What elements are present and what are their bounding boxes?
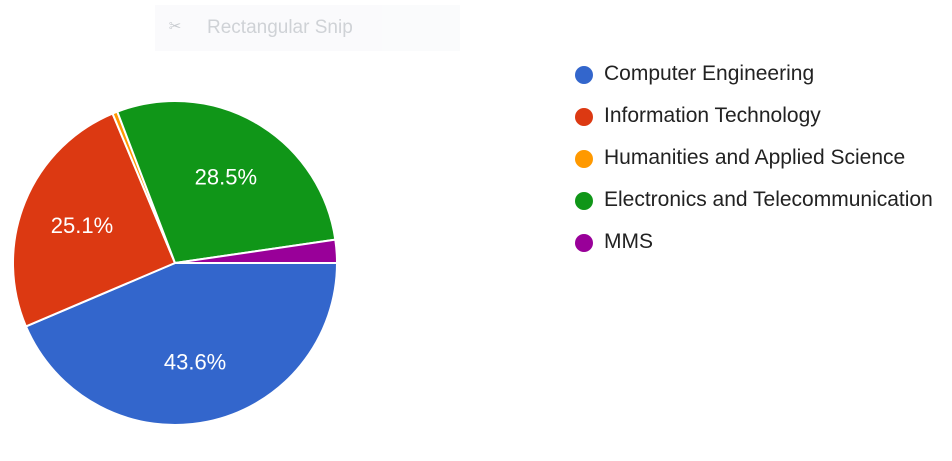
legend-marker bbox=[575, 150, 593, 168]
legend-marker bbox=[575, 234, 593, 252]
legend-label: MMS bbox=[604, 230, 653, 253]
pie-slice-electronics-and-telecommunication bbox=[115, 100, 337, 265]
legend-label: Information Technology bbox=[604, 104, 821, 127]
legend-label: Electronics and Telecommunication bbox=[604, 188, 933, 211]
legend-label: Computer Engineering bbox=[604, 62, 815, 85]
snip-mode-label: Rectangular Snip bbox=[207, 17, 353, 38]
scissors-icon: ✂ bbox=[168, 18, 182, 35]
legend-label: Humanities and Applied Science bbox=[604, 146, 906, 169]
slice-value-label: 43.6% bbox=[164, 349, 226, 374]
legend-marker bbox=[575, 108, 593, 126]
snip-tool-bar: ✂ Rectangular Snip bbox=[155, 5, 460, 51]
slice-value-label: 25.1% bbox=[51, 213, 113, 238]
slice-value-label: 28.5% bbox=[195, 164, 257, 189]
pie-slices bbox=[12, 100, 339, 426]
pie-slice-labels: 43.6% 25.1% 28.5% bbox=[51, 164, 257, 374]
pie-slice-mms bbox=[174, 238, 339, 264]
legend-marker bbox=[575, 66, 593, 84]
pie-slice-computer-engineering bbox=[24, 262, 339, 426]
legend-marker bbox=[575, 192, 593, 210]
